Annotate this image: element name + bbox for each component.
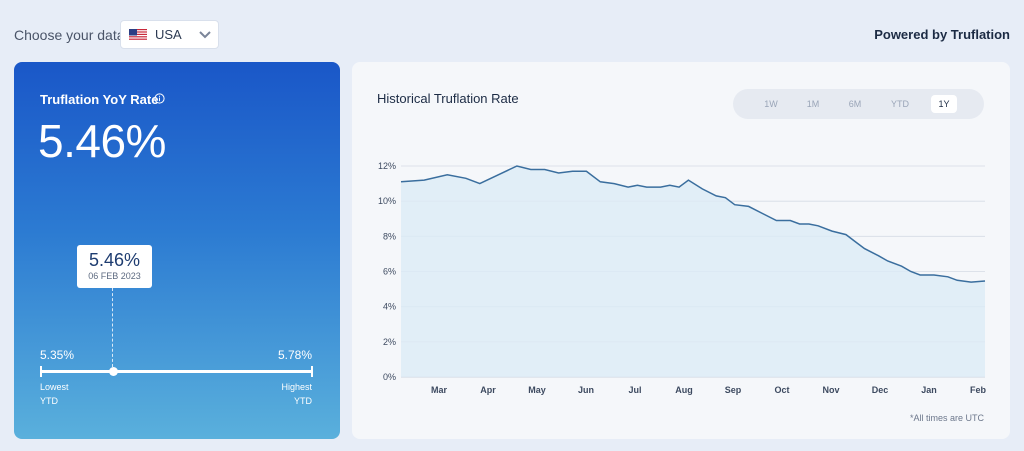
range-track bbox=[40, 370, 313, 373]
powered-by-label[interactable]: Powered by Truflation bbox=[874, 27, 1010, 42]
x-tick-label: Dec bbox=[872, 385, 889, 395]
x-tick-label: May bbox=[528, 385, 546, 395]
x-tick-label: Jul bbox=[628, 385, 641, 395]
x-tick-label: Mar bbox=[431, 385, 448, 395]
history-chart: 12% 10% 8% 6% 4% 2% 0% Mar Apr May Jun Jul Aug Sep Oc… bbox=[378, 161, 987, 395]
lowest-label-line1: Lowest bbox=[40, 382, 69, 392]
y-tick-label: 8% bbox=[383, 231, 396, 241]
x-tick-label: Apr bbox=[480, 385, 496, 395]
highest-label-line1: Highest bbox=[281, 382, 312, 392]
tooltip-value: 5.46% bbox=[88, 250, 141, 270]
rate-title: Truflation YoY Rate bbox=[40, 92, 159, 107]
y-tick-label: 6% bbox=[383, 267, 396, 277]
tooltip-connector bbox=[112, 288, 113, 372]
chart-line bbox=[400, 165, 986, 283]
range-low-value: 5.35% bbox=[40, 348, 75, 362]
y-tick-label: 4% bbox=[383, 302, 396, 312]
range-tabs: 1W 1M 6M YTD 1Y bbox=[733, 89, 984, 119]
highest-label-line2: YTD bbox=[294, 396, 312, 406]
range-tick-low bbox=[40, 366, 42, 377]
info-icon[interactable] bbox=[154, 91, 165, 104]
lowest-ytd-label: Lowest YTD bbox=[40, 380, 69, 408]
highest-ytd-label: Highest YTD bbox=[281, 380, 312, 408]
tab-6m[interactable]: 6M bbox=[848, 99, 862, 109]
yoy-rate-card: Truflation YoY Rate 5.46% 5.46% 06 FEB 2… bbox=[14, 62, 340, 439]
x-tick-label: Oct bbox=[774, 385, 789, 395]
tooltip-date: 06 FEB 2023 bbox=[88, 271, 141, 281]
y-tick-label: 12% bbox=[378, 161, 396, 171]
x-tick-label: Nov bbox=[822, 385, 839, 395]
chevron-down-icon bbox=[198, 28, 212, 42]
range-high-value: 5.78% bbox=[277, 348, 312, 362]
lowest-label-line2: YTD bbox=[40, 396, 58, 406]
x-tick-label: Jan bbox=[921, 385, 937, 395]
x-tick-label: Feb bbox=[970, 385, 987, 395]
rate-tooltip: 5.46% 06 FEB 2023 bbox=[77, 245, 152, 288]
y-tick-label: 2% bbox=[383, 337, 396, 347]
x-tick-label: Jun bbox=[578, 385, 594, 395]
top-bar: Choose your data: USA Powered by Truflat… bbox=[0, 0, 1024, 62]
y-tick-label: 10% bbox=[378, 196, 396, 206]
us-flag-icon bbox=[129, 28, 147, 41]
country-value: USA bbox=[155, 27, 182, 42]
y-tick-label: 0% bbox=[383, 372, 396, 382]
history-card: Historical Truflation Rate 1W 1M 6M YTD … bbox=[352, 62, 1010, 439]
choose-data-label: Choose your data: bbox=[14, 27, 129, 43]
range-marker bbox=[109, 367, 118, 376]
tab-1y[interactable]: 1Y bbox=[931, 95, 957, 113]
chart-area bbox=[401, 166, 985, 377]
utc-note: *All times are UTC bbox=[909, 413, 984, 423]
range-tick-high bbox=[311, 366, 313, 377]
history-title: Historical Truflation Rate bbox=[377, 91, 519, 106]
country-select[interactable]: USA bbox=[120, 20, 219, 49]
x-tick-label: Sep bbox=[725, 385, 742, 395]
tab-1m[interactable]: 1M bbox=[806, 99, 820, 109]
rate-value: 5.46% bbox=[38, 115, 166, 167]
x-tick-label: Aug bbox=[675, 385, 693, 395]
tab-1w[interactable]: 1W bbox=[764, 99, 778, 109]
tab-ytd[interactable]: YTD bbox=[891, 99, 909, 109]
